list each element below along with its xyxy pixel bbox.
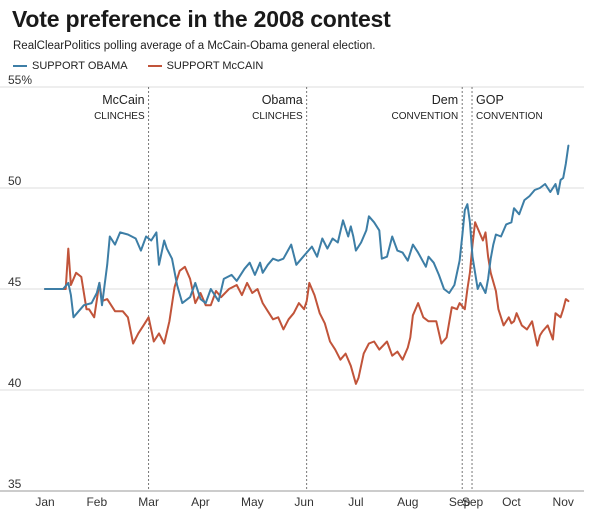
y-tick-label-35: 35 — [8, 477, 22, 491]
event-label-gop: GOP — [476, 93, 504, 107]
x-tick-label-sep-9: Sep — [462, 495, 484, 509]
x-tick-label-nov-11: Nov — [553, 495, 574, 509]
y-tick-label-40: 40 — [8, 376, 22, 390]
event-sublabel-obama: CLINCHES — [252, 111, 303, 122]
event-sublabel-mccain: CLINCHES — [94, 111, 145, 122]
chart-subtitle: RealClearPolitics polling average of a M… — [13, 40, 376, 52]
series-line-obama — [44, 144, 570, 319]
legend: SUPPORT OBAMA SUPPORT McCAIN — [13, 59, 283, 73]
x-tick-label-oct-10: Oct — [502, 495, 521, 509]
event-sublabel-dem: CONVENTION — [392, 111, 459, 122]
legend-item-mccain: SUPPORT McCAIN — [147, 60, 264, 72]
y-tick-label-55: 55% — [8, 73, 32, 87]
x-tick-label-sep-8: Sep — [449, 495, 471, 509]
legend-swatch-obama — [13, 65, 27, 67]
x-tick-label-apr-3: Apr — [191, 495, 210, 509]
event-sublabel-gop: CONVENTION — [476, 111, 543, 122]
legend-item-obama: SUPPORT OBAMA — [13, 60, 128, 72]
x-tick-label-jan-0: Jan — [35, 495, 54, 509]
y-tick-label-50: 50 — [8, 174, 22, 188]
legend-label-mccain: SUPPORT McCAIN — [166, 60, 264, 72]
x-tick-label-jun-5: Jun — [294, 495, 313, 509]
series-line-mccain — [44, 221, 570, 385]
event-label-mccain: McCain — [102, 93, 144, 107]
x-tick-label-feb-1: Feb — [86, 495, 107, 509]
legend-swatch-mccain — [147, 65, 162, 67]
x-tick-label-aug-7: Aug — [397, 495, 418, 509]
y-tick-label-45: 45 — [8, 275, 22, 289]
x-tick-label-mar-2: Mar — [138, 495, 159, 509]
x-tick-label-jul-6: Jul — [348, 495, 363, 509]
legend-label-obama: SUPPORT OBAMA — [32, 60, 128, 72]
x-tick-label-may-4: May — [241, 495, 264, 509]
event-label-dem: Dem — [432, 93, 458, 107]
chart-title: Vote preference in the 2008 contest — [12, 6, 391, 32]
event-label-obama: Obama — [262, 93, 303, 107]
